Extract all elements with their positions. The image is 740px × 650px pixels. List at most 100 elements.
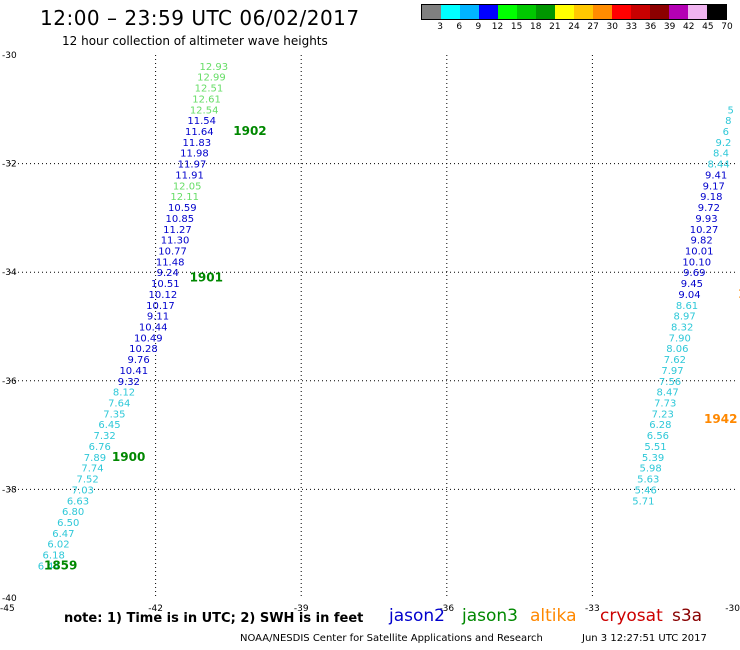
colorbar-swatch	[574, 5, 593, 19]
wave-height-label: 9.18	[700, 192, 722, 203]
wave-height-label: 5.46	[635, 485, 657, 496]
colorbar-swatch	[593, 5, 612, 19]
satellite-jason3: jason3	[462, 606, 518, 626]
wave-height-label: 11.54	[187, 116, 216, 127]
pass-time-label: 1942	[704, 412, 737, 426]
footer-note: note: 1) Time is in UTC; 2) SWH is in fe…	[64, 611, 364, 626]
wave-height-label: 7.90	[669, 333, 691, 344]
wave-height-label: 11.98	[180, 149, 209, 160]
wave-height-label: 8.12	[113, 388, 135, 399]
pass-time-label: 19	[738, 287, 740, 301]
wave-height-label: 7.64	[108, 399, 130, 410]
wave-height-label: 12.93	[200, 62, 229, 73]
colorbar-label: 30	[606, 22, 618, 32]
x-tick-label: -30	[725, 604, 740, 614]
wave-height-label: 9.45	[681, 279, 703, 290]
colorbar-label: 9	[475, 22, 482, 32]
colorbar-swatch	[536, 5, 555, 19]
wave-height-label: 6	[723, 127, 729, 138]
wave-height-label: 9.93	[695, 214, 717, 225]
wave-height-label: 8.47	[656, 388, 678, 399]
x-tick-label: -45	[0, 604, 15, 614]
wave-height-label: 10.28	[129, 344, 158, 355]
colorbar-swatch	[707, 5, 726, 19]
wave-height-label: 10.59	[168, 203, 197, 214]
wave-height-label: 5.63	[637, 475, 659, 486]
wave-height-label: 11.83	[183, 138, 212, 149]
grid-lines	[10, 55, 738, 598]
wave-height-label: 12.05	[173, 181, 202, 192]
colorbar-label: 12	[491, 22, 504, 32]
wave-height-label: 8.06	[666, 344, 688, 355]
wave-height-label: 7.32	[94, 431, 116, 442]
wave-height-label: 6.80	[62, 507, 84, 518]
x-tick-label: -33	[585, 604, 600, 614]
wave-height-label: 9.32	[118, 377, 140, 388]
wave-height-label: 10.41	[119, 366, 148, 377]
wave-height-label: 8	[725, 116, 731, 127]
colorbar-label: 18	[530, 22, 542, 32]
colorbar-label: 39	[663, 22, 676, 32]
colorbar-swatch	[555, 5, 574, 19]
wave-height-label: 8.44	[707, 160, 729, 171]
y-tick-label: -32	[2, 160, 17, 170]
pass-time-label: 1900	[112, 450, 145, 464]
wave-height-label: 6.45	[98, 420, 120, 431]
wave-height-label: 12.54	[190, 105, 219, 116]
wave-height-label: 10.49	[134, 333, 163, 344]
satellite-s3a: s3a	[672, 606, 703, 626]
wave-height-label: 12.11	[170, 192, 199, 203]
colorbar-swatch	[631, 5, 650, 19]
wave-height-label: 9.24	[157, 268, 179, 279]
wave-height-label: 10.27	[690, 225, 719, 236]
colorbar-label: 3	[437, 22, 443, 32]
wave-height-label: 7.03	[72, 485, 94, 496]
wave-height-label: 6.18	[43, 551, 65, 562]
wave-height-label: 6.50	[57, 518, 79, 529]
wave-height-label: 11.27	[163, 225, 192, 236]
wave-height-label: 5.51	[644, 442, 666, 453]
wave-height-label: 7.74	[81, 464, 103, 475]
wave-height-label: 9.72	[698, 203, 720, 214]
wave-height-label: 10.77	[158, 246, 187, 257]
credit-text: NOAA/NESDIS Center for Satellite Applica…	[240, 633, 543, 644]
colorbar-swatch	[479, 5, 498, 19]
y-tick-label: -36	[2, 377, 17, 387]
data-labels: 12.9312.9912.5112.6112.5411.5411.6411.83…	[38, 62, 740, 573]
colorbar-label: 24	[568, 22, 580, 32]
colorbar-label: 6	[456, 22, 463, 32]
wave-height-label: 8.4	[713, 149, 729, 160]
x-tick-label: -39	[294, 604, 309, 614]
wave-height-label: 10.10	[682, 257, 711, 268]
wave-height-label: 6.76	[89, 442, 111, 453]
chart-subtitle: 12 hour collection of altimeter wave hei…	[62, 34, 328, 48]
colorbar-swatch	[688, 5, 707, 19]
wave-height-label: 10.51	[151, 279, 180, 290]
colorbar-swatch	[517, 5, 536, 19]
wave-height-label: 5.39	[642, 453, 664, 464]
wave-height-label: 11.91	[175, 170, 204, 181]
wave-height-label: 9.04	[678, 290, 700, 301]
wave-height-label: 7.97	[661, 366, 683, 377]
colorbar-label: 42	[683, 22, 695, 32]
pass-time-label: 1901	[190, 271, 223, 285]
wave-height-label: 9.2	[715, 138, 731, 149]
wave-height-label: 8.97	[673, 312, 695, 323]
satellite-jason2: jason2	[389, 606, 445, 626]
wave-height-label: 9.76	[127, 355, 149, 366]
colorbar-swatch	[650, 5, 669, 19]
y-tick-label: -38	[2, 485, 17, 495]
wave-height-label: 6.44	[38, 561, 60, 572]
wave-height-label: 6.47	[52, 529, 74, 540]
x-tick-label: -42	[148, 604, 163, 614]
pass-time-label: 1859	[44, 558, 77, 572]
colorbar-label: 33	[625, 22, 638, 32]
y-tick-label: -40	[2, 594, 17, 604]
wave-height-label: 10.17	[146, 301, 175, 312]
wave-height-label: 10.01	[685, 246, 714, 257]
wave-height-label: 9.41	[705, 170, 727, 181]
wave-height-label: 6.02	[47, 540, 69, 551]
wave-height-label: 5.98	[640, 464, 662, 475]
wave-height-label: 9.82	[690, 236, 712, 247]
